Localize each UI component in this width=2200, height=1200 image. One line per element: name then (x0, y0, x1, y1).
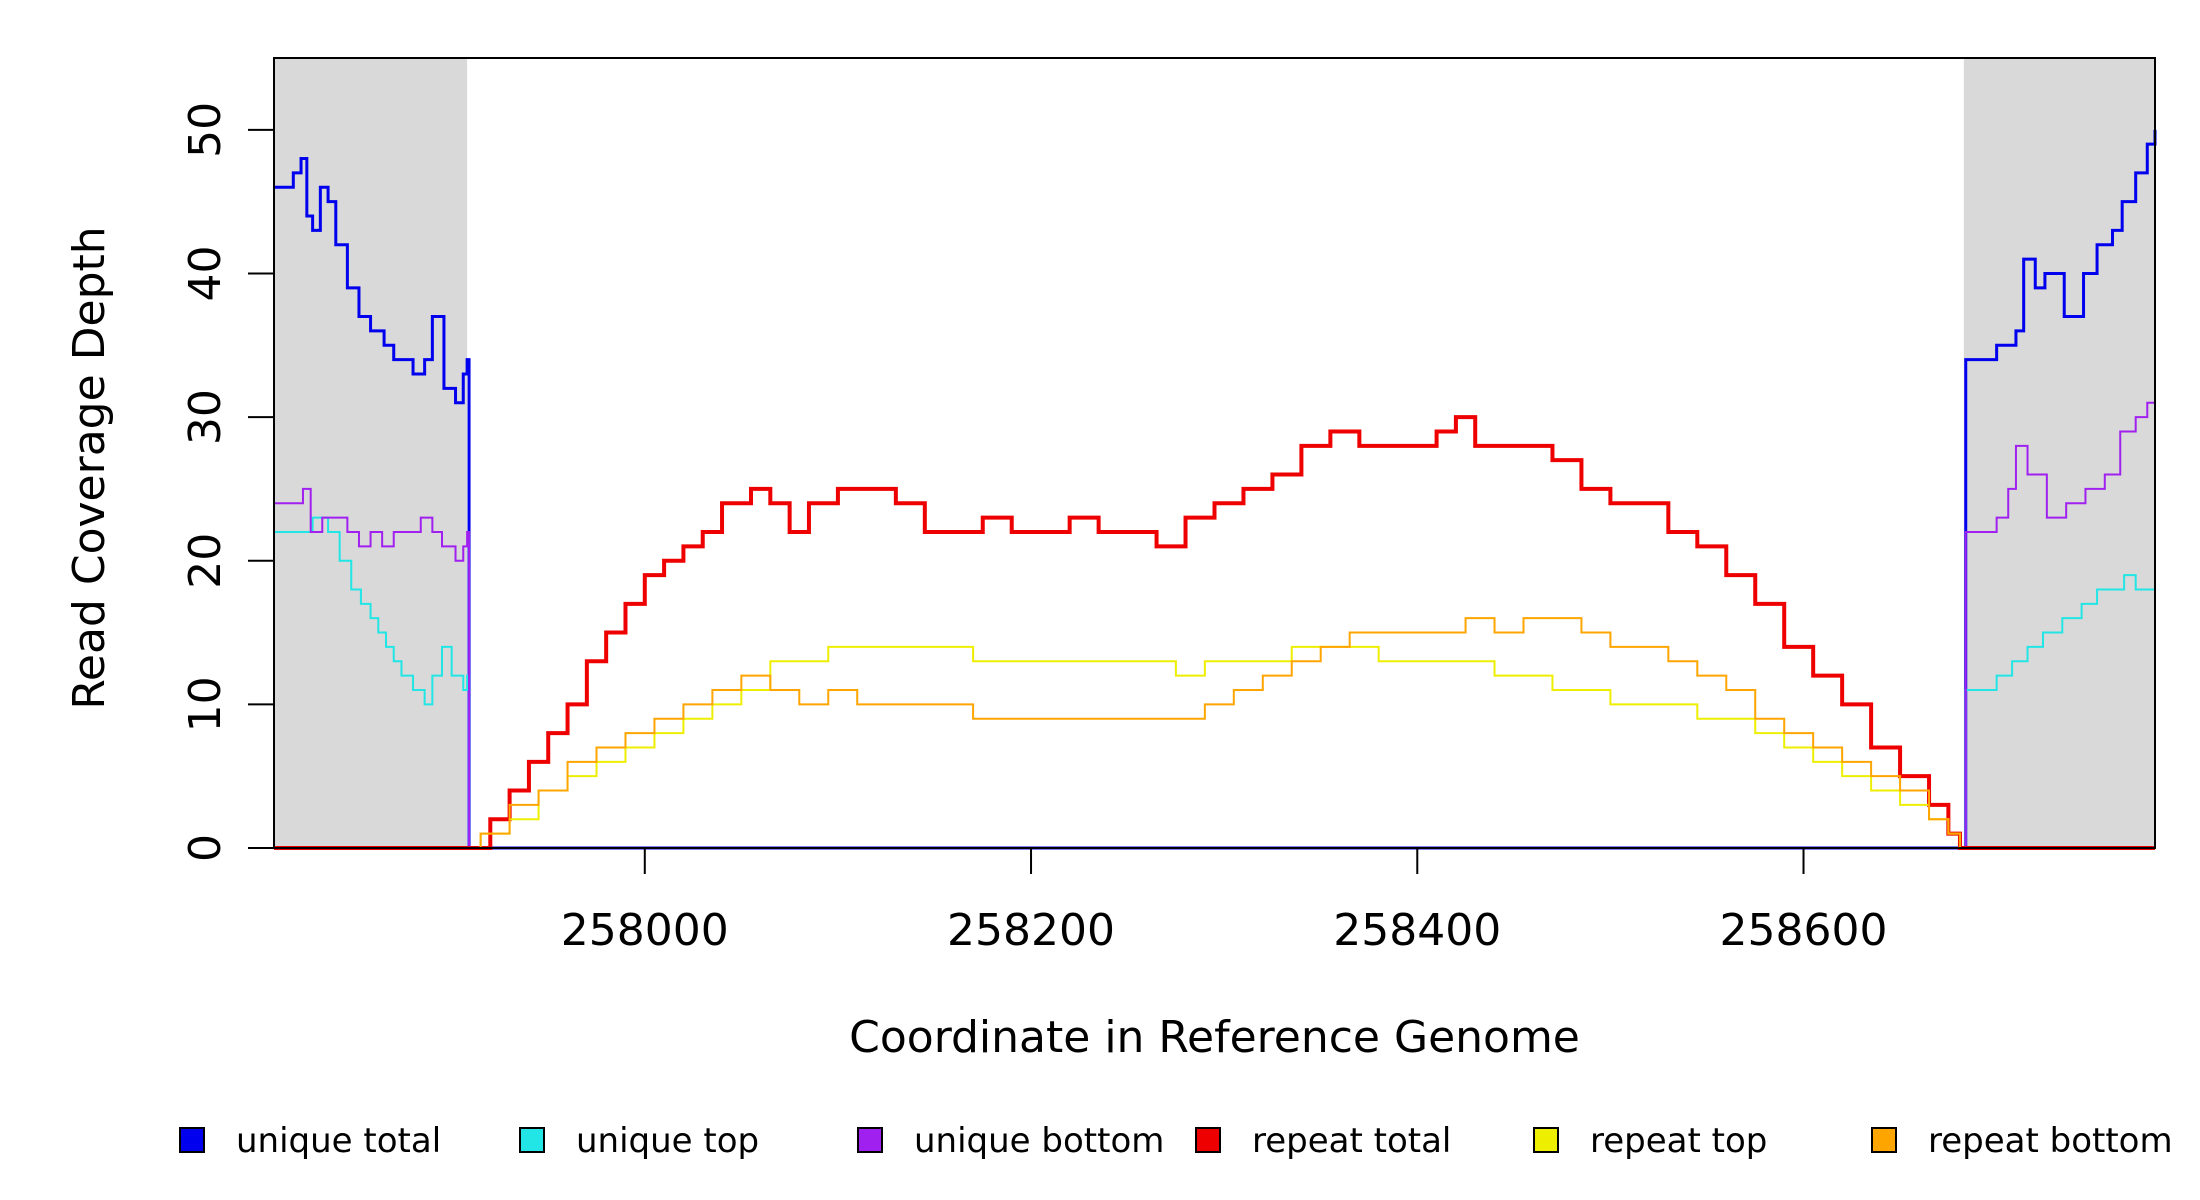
legend-label: repeat top (1590, 1121, 1767, 1161)
shaded-regions (274, 58, 2155, 848)
legend-label: repeat total (1252, 1121, 1451, 1161)
legend-swatch-unique-top (519, 1127, 545, 1153)
y-axis: 0 10 20 30 40 50 (180, 102, 275, 862)
legend-label: unique top (576, 1121, 759, 1161)
x-tick-label: 258400 (1333, 905, 1501, 956)
legend-swatch-repeat-top (1533, 1127, 1559, 1153)
series-line-repeat-bottom (274, 617, 2155, 849)
x-tick-label: 258000 (561, 905, 729, 956)
x-axis-title: Coordinate in Reference Genome (849, 1012, 1580, 1063)
y-tick-label: 10 (180, 676, 231, 732)
y-tick-label: 30 (180, 389, 231, 445)
legend-swatch-unique-bottom (857, 1127, 883, 1153)
x-tick-label: 258600 (1720, 905, 1888, 956)
legend-swatch-unique-total (179, 1127, 205, 1153)
series-lines (274, 129, 2157, 850)
legend-label: repeat bottom (1928, 1121, 2173, 1161)
shaded-region-0 (274, 58, 468, 848)
series-line-repeat-total (274, 415, 2155, 850)
y-tick-label: 40 (180, 245, 231, 301)
y-tick-label: 0 (180, 834, 231, 862)
legend: unique total unique top unique bottom repea… (179, 1121, 2173, 1161)
x-axis: 258000 258200 258400 258600 (561, 847, 1888, 956)
legend-swatch-repeat-bottom (1871, 1127, 1897, 1153)
legend-label: unique total (236, 1121, 441, 1161)
x-tick-label: 258200 (947, 905, 1115, 956)
series-line-unique-total (274, 129, 2157, 850)
series-line-repeat-top (274, 645, 2155, 849)
legend-swatch-repeat-total (1195, 1127, 1221, 1153)
shaded-region-1 (1963, 58, 2155, 848)
series-line-unique-bottom (274, 388, 2156, 849)
y-tick-label: 50 (180, 102, 231, 158)
y-axis-title: Read Coverage Depth (64, 226, 115, 709)
series-line-unique-top (274, 516, 2156, 849)
y-tick-label: 20 (180, 533, 231, 589)
legend-label: unique bottom (914, 1121, 1164, 1161)
